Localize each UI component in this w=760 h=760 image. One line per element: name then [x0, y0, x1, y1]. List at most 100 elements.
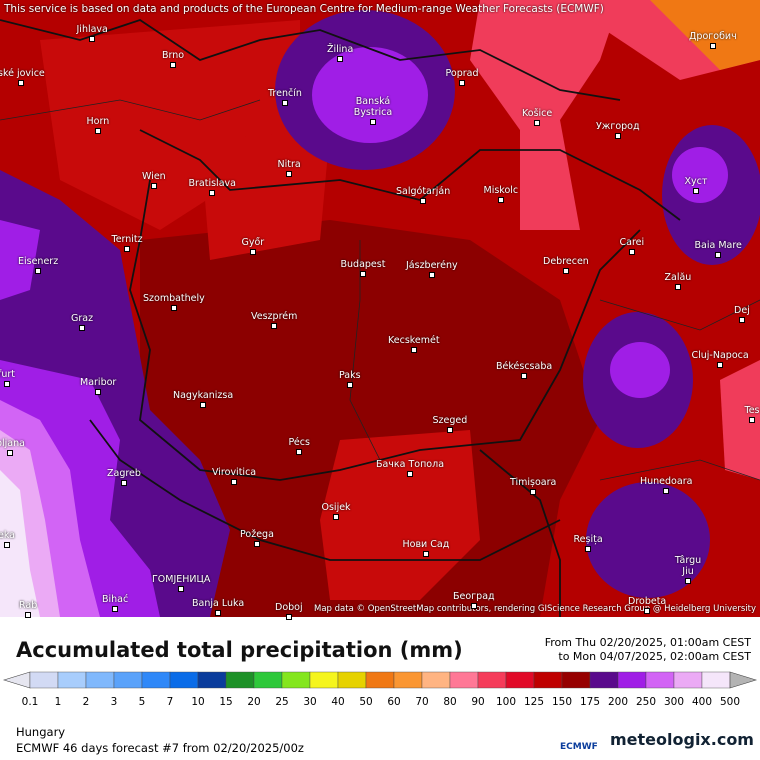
place-label: Drobeta: [628, 596, 666, 614]
color-box: [113, 671, 143, 689]
color-box: [561, 671, 591, 689]
under-arrow: [2, 671, 31, 689]
place-label: Maribor: [80, 377, 116, 395]
level-label: 200: [608, 696, 628, 708]
place-label: Graz: [71, 313, 93, 331]
color-box: [309, 671, 339, 689]
level-label: 500: [720, 696, 740, 708]
level-label: 50: [359, 696, 372, 708]
place-label: Poprad: [446, 68, 479, 86]
place-label: Zagreb: [107, 468, 141, 486]
place-label: Osijek: [322, 502, 351, 520]
place-label: Békéscsaba: [496, 361, 552, 379]
site-logo: meteologix.com: [610, 730, 754, 749]
color-box: [197, 671, 227, 689]
place-label: Žilina: [327, 44, 353, 62]
period-from: From Thu 02/20/2025, 01:00am CEST: [544, 636, 751, 649]
color-box: [225, 671, 255, 689]
color-box: [589, 671, 619, 689]
level-label: 0.1: [22, 696, 39, 708]
place-label: eka: [0, 530, 15, 548]
place-label: Pécs: [289, 437, 310, 455]
place-label: Jászberény: [406, 260, 458, 278]
color-box: [253, 671, 283, 689]
header-notice: This service is based on data and produc…: [4, 3, 604, 15]
level-label: 100: [496, 696, 516, 708]
place-label: Rab: [19, 600, 37, 618]
level-label: 2: [83, 696, 90, 708]
attribution: Map data © OpenStreetMap contributors, r…: [314, 604, 756, 614]
place-label: furt: [0, 369, 15, 387]
level-label: 70: [415, 696, 428, 708]
place-label: Zalău: [665, 272, 692, 290]
place-label: Doboj: [275, 602, 303, 620]
color-box: [701, 671, 731, 689]
colorbar: 0.1 1 2 3 5 7 10 15 20 25 30 40 50 60 70 80 90 100 125 150 1…: [2, 671, 758, 708]
place-label: Jihlava: [77, 24, 108, 42]
place-label: Ternitz: [112, 234, 143, 252]
color-box: [57, 671, 87, 689]
level-label: 7: [167, 696, 174, 708]
level-label: 15: [219, 696, 232, 708]
level-label: 25: [275, 696, 288, 708]
color-box: [421, 671, 451, 689]
level-label: 175: [580, 696, 600, 708]
place-label: Horn: [87, 116, 110, 134]
place-label: Szombathely: [143, 293, 205, 311]
ecmwf-logo: ECMWF: [560, 742, 598, 752]
place-label: Нови Сад: [403, 539, 450, 557]
place-label: Carei: [620, 237, 645, 255]
place-label: Debrecen: [543, 256, 589, 274]
color-box: [673, 671, 703, 689]
legend-title: Accumulated total precipitation (mm): [16, 638, 463, 662]
color-box: [449, 671, 479, 689]
color-box: [281, 671, 311, 689]
color-box: [477, 671, 507, 689]
place-label: Paks: [339, 370, 361, 388]
place-label: Timișoara: [510, 477, 556, 495]
color-box: [85, 671, 115, 689]
place-label: Reșița: [574, 534, 603, 552]
place-label: Cluj-Napoca: [692, 350, 749, 368]
place-label: Budapest: [341, 259, 386, 277]
place-label: Bihać: [102, 594, 128, 612]
place-label: Дрогобич: [689, 31, 737, 49]
place-label: Хуст: [685, 176, 708, 194]
place-label: Szeged: [433, 415, 468, 433]
color-box: [393, 671, 423, 689]
place-label: bljana: [0, 438, 25, 456]
level-label: 400: [692, 696, 712, 708]
place-label: Požega: [240, 529, 274, 547]
place-label: Nagykanizsa: [173, 390, 233, 408]
color-box: [533, 671, 563, 689]
over-arrow: [729, 671, 758, 689]
color-box: [505, 671, 535, 689]
level-label: 30: [303, 696, 316, 708]
color-box: [645, 671, 675, 689]
level-label: 3: [111, 696, 118, 708]
place-label: Virovitica: [212, 467, 256, 485]
period-to: to Mon 04/07/2025, 02:00am CEST: [558, 650, 751, 663]
place-label: Hunedoara: [640, 476, 692, 494]
place-label: Ужгород: [596, 121, 640, 139]
level-label: 300: [664, 696, 684, 708]
level-label: 1: [55, 696, 62, 708]
color-box: [617, 671, 647, 689]
place-label: Wien: [142, 171, 166, 189]
place-label: Banja Luka: [192, 598, 244, 616]
place-label: Nitra: [278, 159, 301, 177]
place-label: Veszprém: [251, 311, 297, 329]
level-label: 250: [636, 696, 656, 708]
place-label: Бачка Топола: [375, 459, 445, 477]
color-box: [29, 671, 59, 689]
level-label: 60: [387, 696, 400, 708]
place-label: Bratislava: [189, 178, 236, 196]
level-label: 5: [139, 696, 146, 708]
color-box: [365, 671, 395, 689]
place-label: ГОМЈЕНИЦА: [152, 574, 210, 592]
level-label: 150: [552, 696, 572, 708]
place-label: Győr: [242, 237, 265, 255]
level-label: 80: [443, 696, 456, 708]
level-label: 10: [191, 696, 204, 708]
